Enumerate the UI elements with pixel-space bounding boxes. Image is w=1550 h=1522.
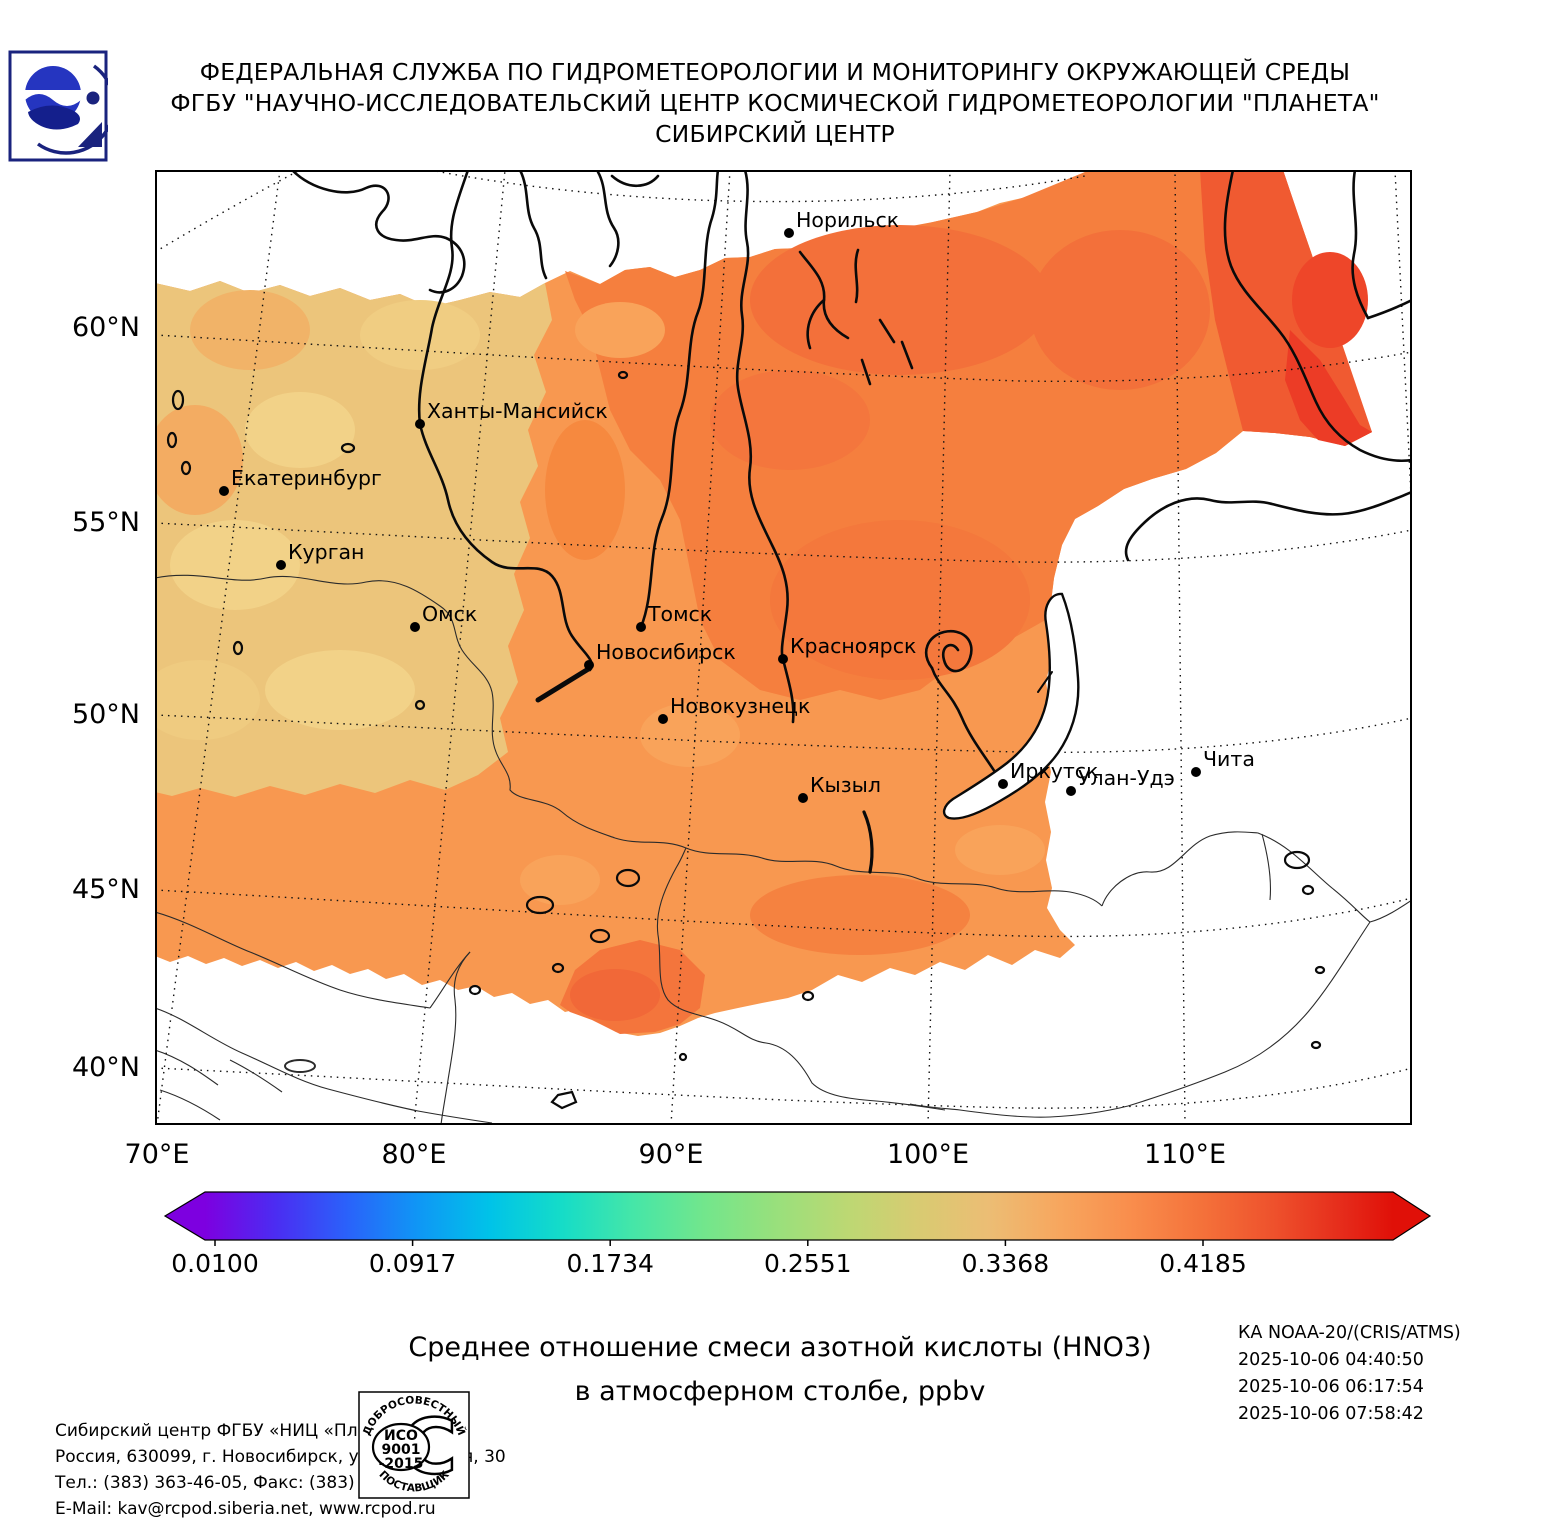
planeta-logo xyxy=(8,50,108,162)
rivers-and-lakes xyxy=(166,170,1412,1110)
globe-icon xyxy=(25,64,108,155)
colorbar-tick-label: 0.2551 xyxy=(764,1249,852,1278)
iso-badge: С ИСО 9001 -2015 ДОБРОСОВЕСТНЫЙ ПОСТАВЩИ… xyxy=(358,1391,470,1499)
colorbar-tick-label: 0.0917 xyxy=(368,1249,457,1278)
graticule xyxy=(155,170,1412,1125)
city-dot xyxy=(778,654,788,664)
lon-label: 70°E xyxy=(124,1139,190,1170)
acquisition-times: 2025-10-06 04:40:50 2025-10-06 06:17:54 20… xyxy=(1238,1347,1461,1428)
city-label: Омск xyxy=(422,602,477,626)
colorbar-tick-label: 0.0100 xyxy=(171,1249,259,1278)
org-header: ФЕДЕРАЛЬНАЯ СЛУЖБА ПО ГИДРОМЕТЕОРОЛОГИИ … xyxy=(0,57,1550,150)
city-dot xyxy=(276,560,286,570)
lat-label: 50°N xyxy=(71,699,140,730)
iso-text-2: 9001 xyxy=(382,1442,421,1458)
satellite-title: КА NOAA-20/(CRIS/ATMS) xyxy=(1238,1323,1461,1343)
city-dot xyxy=(798,793,808,803)
city-markers: Норильск Ханты-Мансийск Екатеринбург Курган… xyxy=(219,208,1255,803)
city-label: Курган xyxy=(288,540,364,564)
city-label: Новосибирск xyxy=(596,640,736,664)
city-dot xyxy=(219,486,229,496)
org-line-1: ФЕДЕРАЛЬНАЯ СЛУЖБА ПО ГИДРОМЕТЕОРОЛОГИИ … xyxy=(199,58,1351,86)
city-label: Екатеринбург xyxy=(231,466,382,490)
city-label: Иркутск xyxy=(1010,759,1098,783)
lon-label: 100°E xyxy=(886,1139,970,1170)
country-borders xyxy=(155,574,1412,1125)
org-line-3: СИБИРСКИЙ ЦЕНТР xyxy=(655,120,895,148)
city-dot xyxy=(636,622,646,632)
lon-label: 80°E xyxy=(381,1139,447,1170)
lat-label: 40°N xyxy=(71,1052,140,1083)
city-dot xyxy=(658,714,668,724)
acquisition-time: 2025-10-06 07:58:42 xyxy=(1238,1404,1424,1424)
iso-oval xyxy=(371,1422,431,1472)
lon-label: 90°E xyxy=(638,1139,704,1170)
acquisition-time: 2025-10-06 06:17:54 xyxy=(1238,1377,1424,1397)
lat-label: 45°N xyxy=(71,874,140,905)
city-dot xyxy=(1191,767,1201,777)
colorbar-tick-label: 0.3368 xyxy=(961,1249,1050,1278)
iso-text-3: -2015 xyxy=(379,1456,424,1472)
city-label: Ханты-Мансийск xyxy=(427,399,608,423)
city-label: Чита xyxy=(1203,747,1255,771)
city-dot xyxy=(415,419,425,429)
iso-text-1: ИСО xyxy=(384,1428,418,1444)
lat-label: 60°N xyxy=(71,312,140,343)
colorbar-tick-label: 0.4185 xyxy=(1159,1249,1247,1278)
city-label: Красноярск xyxy=(790,634,916,658)
city-label: Норильск xyxy=(796,208,899,232)
city-label: Новокузнецк xyxy=(670,694,810,718)
org-line-2: ФГБУ "НАУЧНО-ИССЛЕДОВАТЕЛЬСКИЙ ЦЕНТР КОС… xyxy=(170,89,1380,117)
colorbar-gradient xyxy=(163,1191,1432,1241)
satellite-info: КА NOAA-20/(CRIS/ATMS) 2025-10-06 04:40:… xyxy=(1238,1320,1461,1428)
lon-label: 110°E xyxy=(1143,1139,1227,1170)
city-dot xyxy=(410,622,420,632)
city-dot xyxy=(1066,786,1076,796)
colorbar xyxy=(163,1191,1432,1246)
city-dot xyxy=(784,228,794,238)
footer-line-3: Тел.: (383) 363-46-05, Факс: (383) 363-4… xyxy=(55,1473,449,1493)
lake-baikal xyxy=(942,592,1080,820)
product-caption: Среднее отношение смеси азотной кислоты … xyxy=(330,1326,1230,1414)
caption-line-1: Среднее отношение смеси азотной кислоты … xyxy=(408,1332,1152,1363)
colorbar-tickmarks xyxy=(214,1240,1204,1246)
lat-label: 55°N xyxy=(71,507,140,538)
city-dot xyxy=(998,779,1008,789)
caption-line-2: в атмосферном столбе, ppbv xyxy=(574,1376,986,1407)
city-label: Улан-Удэ xyxy=(1078,766,1175,790)
acquisition-time: 2025-10-06 04:40:50 xyxy=(1238,1350,1424,1370)
city-dot xyxy=(584,660,594,670)
city-label: Томск xyxy=(647,602,712,626)
map-frame xyxy=(155,170,1412,1125)
city-label: Кызыл xyxy=(810,773,881,797)
colorbar-tick-label: 0.1734 xyxy=(566,1249,654,1278)
map-canvas: Норильск Ханты-Мансийск Екатеринбург Курган… xyxy=(155,170,1412,1125)
footer-line-1: Сибирский центр ФГБУ «НИЦ «Планета» xyxy=(55,1421,421,1441)
